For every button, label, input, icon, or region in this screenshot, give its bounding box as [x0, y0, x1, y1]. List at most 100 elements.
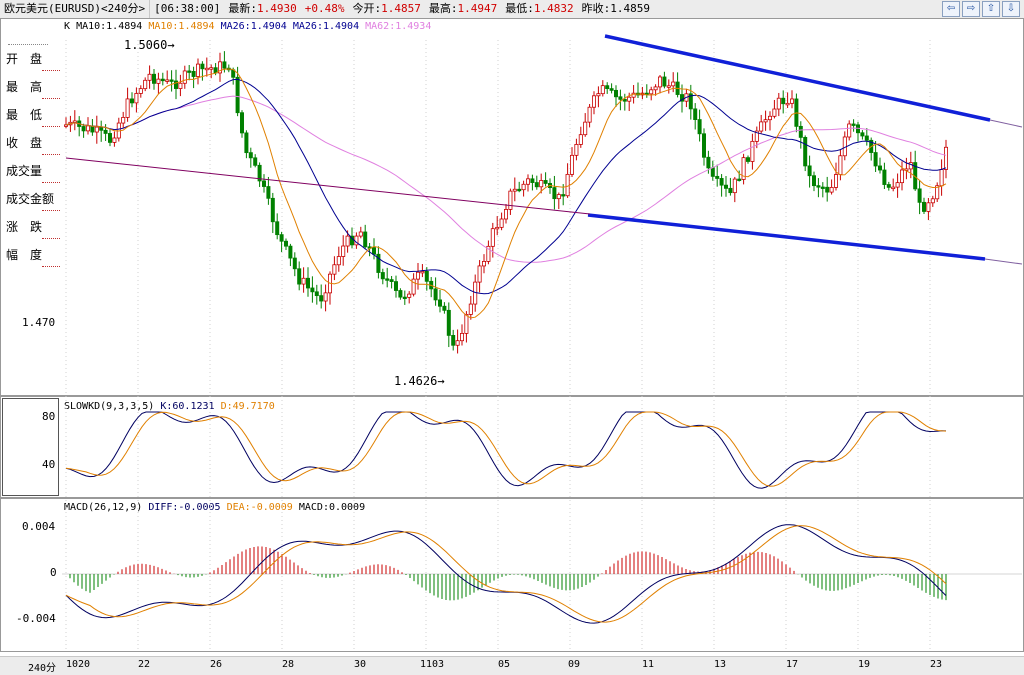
candle-body [292, 257, 297, 270]
candle-body [671, 81, 676, 87]
quote-time: [06:38:00] [149, 0, 224, 18]
candle-body [622, 98, 627, 102]
candle-body [552, 187, 557, 200]
candle-body [680, 94, 685, 102]
candle-body [596, 93, 601, 97]
candle-body [653, 86, 658, 91]
candle-body [521, 183, 526, 191]
candle-body [187, 70, 192, 73]
quote-header: 欧元美元(EURUSD)<240分> [06:38:00] 最新: 1.4930… [0, 0, 1024, 19]
candle-body [702, 133, 707, 158]
candle-body [248, 152, 253, 159]
open-info-label: 开 盘 [6, 52, 43, 66]
candle-body [922, 201, 927, 212]
high-value: 1.4947 [457, 2, 498, 15]
candle-body [693, 108, 698, 120]
date-tick: 23 [930, 659, 943, 670]
candle-body [363, 231, 368, 248]
price-info-panel: 开 盘 最 高 最 低 收 盘 成交量 成交金额 涨 跌 幅 度 [0, 18, 62, 658]
candle-body [358, 231, 363, 237]
candle-body [891, 186, 896, 190]
candle-body [785, 102, 790, 106]
candle-body [385, 278, 390, 281]
candle-body [279, 234, 284, 242]
candle-body [706, 156, 711, 169]
candle-body [574, 144, 579, 156]
low-label: 最低: [505, 2, 534, 15]
candle-body [816, 185, 821, 188]
candle-body [649, 89, 654, 95]
candle-body [614, 89, 619, 98]
candle-body [191, 71, 196, 77]
candle-body [939, 169, 944, 187]
low-value: 1.4832 [533, 2, 574, 15]
back-arrow-icon[interactable]: ⇦ [942, 1, 960, 17]
candle-body [86, 125, 91, 132]
candle-body [759, 121, 764, 132]
up-arrow-icon[interactable]: ⇧ [982, 1, 1000, 17]
candle-body [486, 245, 491, 262]
candle-body [151, 73, 156, 84]
candle-body [455, 340, 460, 346]
candle-body [719, 178, 724, 186]
candle-body [812, 175, 817, 187]
candle-body [257, 164, 262, 182]
candle-body [768, 115, 773, 121]
candle-body [737, 178, 742, 181]
low-info-label: 最 低 [6, 108, 43, 122]
candle-body [499, 218, 504, 228]
macd-tick-neg: -0.004 [16, 612, 56, 625]
date-tick: 13 [714, 659, 727, 670]
candle-body [407, 293, 412, 298]
date-tick: 1103 [420, 659, 445, 670]
amount-info-label: 成交金额 [6, 192, 55, 206]
candle-body [437, 299, 442, 307]
candle-body [235, 76, 240, 114]
prev-close-label: 昨收: [581, 2, 611, 15]
candle-body [605, 85, 610, 90]
candle-body [99, 126, 104, 131]
close-info-label: 收 盘 [6, 136, 43, 150]
candle-body [288, 245, 293, 259]
candle-body [807, 165, 812, 177]
candle-body [64, 124, 69, 127]
macd-diff-line [65, 524, 947, 624]
candle-body [578, 134, 583, 145]
volume-info-label: 成交量 [6, 164, 43, 178]
date-tick: 17 [786, 659, 799, 670]
candle-body [424, 271, 429, 282]
forward-arrow-icon[interactable]: ⇨ [962, 1, 980, 17]
date-tick: 1020 [66, 659, 91, 670]
candle-body [790, 98, 795, 104]
candle-body [156, 78, 161, 84]
candle-body [468, 303, 473, 315]
candle-body [204, 67, 209, 71]
date-tick: 19 [858, 659, 871, 670]
candle-body [763, 119, 768, 123]
down-arrow-icon[interactable]: ⇩ [1002, 1, 1020, 17]
candle-body [503, 209, 508, 220]
symbol-title[interactable]: 欧元美元(EURUSD)<240分> [4, 2, 146, 15]
candle-body [160, 78, 165, 82]
candle-body [393, 281, 398, 291]
candle-body [878, 165, 883, 171]
candle-body [459, 332, 464, 342]
macd-dea-line [65, 525, 947, 623]
amplitude-info-label: 幅 度 [6, 248, 43, 262]
candle-body [420, 271, 425, 274]
candle-body [169, 79, 174, 82]
candle-body [517, 188, 522, 192]
candle-body [134, 93, 139, 104]
candle-body [341, 245, 346, 257]
candle-body [380, 272, 385, 280]
candle-body [209, 67, 214, 70]
candle-body [543, 180, 548, 184]
kd-d-line [65, 411, 947, 487]
candle-body [512, 188, 517, 192]
candle-body [495, 226, 500, 230]
candle-body [143, 79, 148, 90]
candle-body [376, 253, 381, 273]
candle-body [442, 305, 447, 311]
candle-body [873, 152, 878, 167]
